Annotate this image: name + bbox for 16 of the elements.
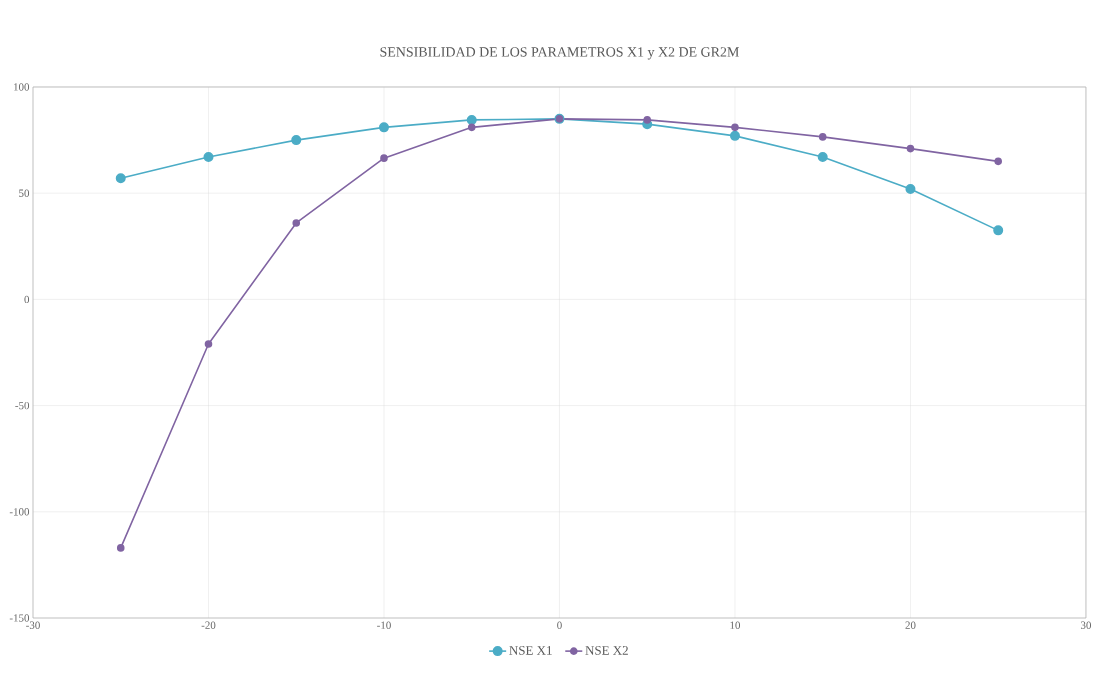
x-tick-label: 0: [557, 621, 562, 629]
y-tick-label: 50: [19, 189, 30, 197]
x-tick-label: -30: [26, 621, 40, 629]
chart-title: SENSIBILIDAD DE LOS PARAMETROS X1 y X2 DE GR2M: [380, 47, 739, 60]
legend-label: NSE X1: [509, 646, 552, 655]
x-tick-label: 10: [730, 621, 741, 629]
y-tick-label: -150: [9, 614, 30, 622]
x-tick-label: 30: [1081, 621, 1092, 629]
x-tick-label: -10: [377, 621, 391, 629]
y-tick-label: 0: [24, 295, 30, 304]
x-tick-label: -20: [201, 621, 216, 629]
legend-label: NSE X2: [585, 646, 628, 655]
x-tick-label: 20: [905, 621, 916, 629]
y-tick-label: -100: [9, 508, 30, 516]
y-tick-label: -50: [15, 401, 30, 410]
y-tick-label: 100: [14, 83, 30, 91]
